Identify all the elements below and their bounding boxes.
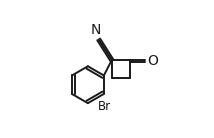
Text: Br: Br	[98, 100, 111, 113]
Text: N: N	[91, 23, 101, 37]
Text: O: O	[147, 54, 158, 68]
